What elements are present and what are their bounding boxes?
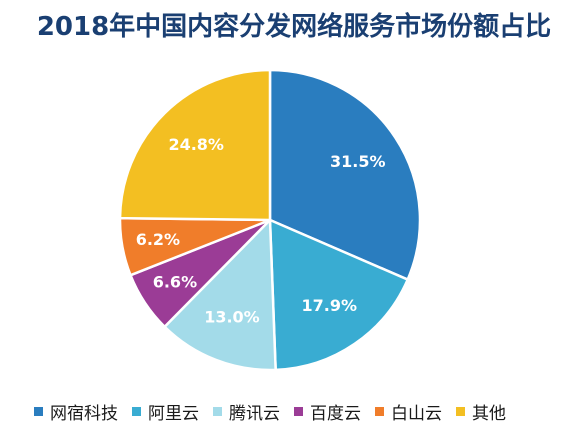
pie-slice-1 [268,218,409,372]
pie-data-label-1: 17.9% [302,296,358,315]
pie-data-label-2: 13.0% [204,307,260,326]
legend-label-4: 白山云 [391,403,442,424]
legend-swatch-4 [375,406,384,416]
legend-item-0: 网宿科技 [34,399,118,424]
legend: 网宿科技 阿里云 腾讯云 百度云 白山云 其他 [34,398,574,424]
legend-label-3: 百度云 [310,403,361,424]
legend-swatch-0 [34,406,43,416]
pie-data-label-0: 31.5% [330,152,386,171]
chart-title: 2018年中国内容分发网络服务市场份额占比 [36,12,552,42]
pie-data-label-5: 24.8% [168,135,224,154]
legend-item-2: 腾讯云 [213,399,280,424]
legend-label-0: 网宿科技 [50,403,118,424]
pie-slices [118,68,422,372]
legend-swatch-5 [456,406,465,416]
legend-item-1: 阿里云 [132,399,199,424]
legend-label-1: 阿里云 [148,403,199,424]
legend-swatch-2 [213,406,222,416]
legend-label-5: 其他 [472,403,506,424]
pie-slice-0 [268,68,422,281]
pie-data-label-4: 6.2% [136,230,180,249]
pie-slice-5 [118,68,272,222]
legend-item-4: 白山云 [375,399,442,424]
pie-slice-2 [163,218,277,372]
pie-data-label-3: 6.6% [153,272,197,291]
pie-data-labels: 31.5% 17.9% 13.0% 6.6% 6.2% 24.8% [136,135,386,327]
legend-swatch-1 [132,406,141,416]
legend-item-5: 其他 [456,399,506,424]
legend-item-3: 百度云 [294,399,361,424]
legend-swatch-3 [294,406,303,416]
legend-label-2: 腾讯云 [229,403,280,424]
